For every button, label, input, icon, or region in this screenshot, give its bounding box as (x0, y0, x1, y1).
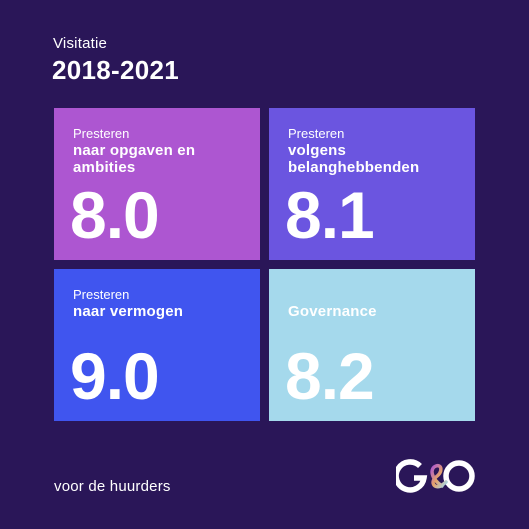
card-title: naar vermogen (73, 303, 184, 320)
card-score: 8.2 (285, 339, 375, 413)
card-title: volgens belanghebbenden (288, 142, 420, 176)
header-subtitle: Visitatie (53, 35, 108, 52)
header-title: 2018-2021 (52, 55, 180, 85)
card-title: naar opgaven en ambities (73, 142, 196, 176)
card-score: 9.0 (70, 339, 160, 413)
go-logo-icon (396, 459, 475, 493)
card-kicker: Presteren (73, 287, 130, 302)
score-card-vermogen: Presteren naar vermogen 9.0 (54, 269, 260, 421)
card-kicker: Presteren (288, 126, 345, 141)
card-title: Governance (288, 303, 377, 320)
card-kicker: Presteren (73, 126, 130, 141)
card-score: 8.0 (70, 178, 160, 252)
footer-text: voor de huurders (54, 478, 171, 495)
card-score: 8.1 (285, 178, 375, 252)
score-card-belanghebbenden: Presteren volgens belanghebbenden 8.1 (269, 108, 475, 260)
score-card-opgaven: Presteren naar opgaven en ambities 8.0 (54, 108, 260, 260)
score-card-governance: Governance 8.2 (269, 269, 475, 421)
